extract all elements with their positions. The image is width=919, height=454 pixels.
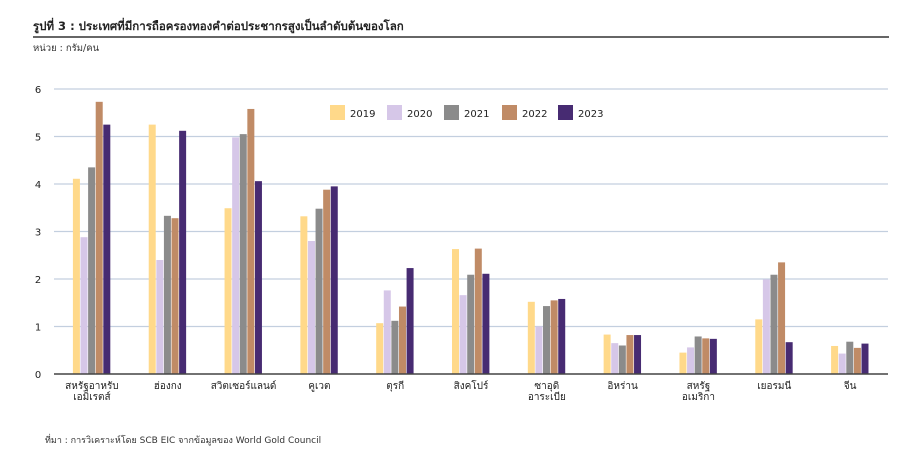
bar-2022 bbox=[702, 338, 710, 374]
bar-2023 bbox=[709, 338, 717, 374]
x-tick-label: อิหร่าน bbox=[607, 381, 638, 392]
legend-label: 2022 bbox=[522, 109, 547, 120]
bar-2021 bbox=[88, 167, 96, 374]
bar-2021 bbox=[694, 336, 702, 374]
bar-2019 bbox=[300, 216, 308, 374]
bar-2019 bbox=[72, 178, 80, 374]
bar-2023 bbox=[179, 130, 187, 374]
bar-2021 bbox=[543, 306, 551, 374]
x-tick-label: สวิตเซอร์แลนด์ bbox=[211, 380, 277, 392]
x-tick-label: อเมริกา bbox=[682, 392, 715, 403]
y-tick-label: 2 bbox=[35, 275, 41, 286]
legend-swatch-2022 bbox=[502, 105, 517, 120]
bar-2019 bbox=[679, 352, 687, 374]
unit-label: หน่วย : กรัม/คน bbox=[33, 43, 100, 54]
legend-swatch-2019 bbox=[330, 105, 345, 120]
legend-swatch-2020 bbox=[387, 105, 402, 120]
bar-2023 bbox=[330, 186, 338, 374]
bar-2019 bbox=[603, 334, 611, 374]
bar-2023 bbox=[785, 342, 793, 374]
bar-2023 bbox=[103, 124, 111, 374]
y-tick-label: 4 bbox=[35, 180, 41, 191]
bar-2021 bbox=[391, 320, 399, 374]
bar-2019 bbox=[376, 323, 384, 374]
bar-2020 bbox=[762, 279, 770, 374]
bar-2020 bbox=[307, 241, 315, 374]
bar-2022 bbox=[398, 306, 406, 374]
y-tick-label: 5 bbox=[35, 133, 41, 144]
y-tick-label: 1 bbox=[35, 323, 41, 334]
bar-2023 bbox=[482, 273, 490, 374]
x-tick-label: ซาอุดิ bbox=[534, 381, 559, 392]
x-tick-label: ฮ่องกง bbox=[154, 381, 182, 392]
bar-2019 bbox=[224, 208, 232, 374]
legend-label: 2019 bbox=[350, 109, 375, 120]
bar-2020 bbox=[838, 353, 846, 374]
legend-swatch-2023 bbox=[558, 105, 573, 120]
bar-2022 bbox=[778, 262, 786, 374]
bar-2020 bbox=[611, 343, 619, 374]
bar-2021 bbox=[239, 134, 247, 374]
x-tick-label: คูเวต bbox=[308, 381, 330, 392]
bar-2022 bbox=[247, 108, 255, 374]
bar-2021 bbox=[846, 341, 854, 374]
x-tick-label: สิงคโปร์ bbox=[454, 379, 489, 392]
legend-label: 2020 bbox=[407, 109, 432, 120]
y-tick-label: 0 bbox=[35, 370, 41, 381]
bar-2021 bbox=[315, 208, 323, 374]
bar-2020 bbox=[383, 290, 391, 374]
bar-2021 bbox=[467, 274, 475, 374]
bar-2023 bbox=[558, 298, 566, 374]
x-tick-label: จีน bbox=[844, 380, 857, 392]
legend-swatch-2021 bbox=[444, 105, 459, 120]
bar-2023 bbox=[861, 343, 869, 374]
bar-2022 bbox=[550, 300, 558, 374]
x-tick-label: สหรัฐ bbox=[687, 381, 711, 392]
y-tick-label: 3 bbox=[35, 228, 41, 239]
bar-2019 bbox=[527, 301, 535, 374]
bar-2022 bbox=[95, 101, 103, 374]
bar-2023 bbox=[254, 181, 262, 374]
bar-2019 bbox=[831, 345, 839, 374]
source-note: ที่มา : การวิเคราะห์โดย SCB EIC จากข้อมู… bbox=[45, 436, 322, 446]
bar-2023 bbox=[406, 268, 414, 374]
x-tick-label: เอมิเรตส์ bbox=[73, 391, 110, 403]
bar-2020 bbox=[80, 237, 88, 374]
figure-title: รูปที่ 3 : ประเทศที่มีการถือครองทองคำต่อ… bbox=[33, 19, 404, 33]
x-tick-label: สหรัฐอาหรับ bbox=[65, 381, 119, 392]
x-tick-label: อาระเบีย bbox=[528, 391, 566, 403]
bar-2022 bbox=[171, 218, 179, 374]
y-tick-label: 6 bbox=[35, 85, 41, 96]
bar-2020 bbox=[459, 295, 467, 374]
bar-2019 bbox=[755, 319, 763, 374]
bar-2019 bbox=[452, 249, 459, 374]
legend-label: 2023 bbox=[578, 109, 603, 120]
bar-2023 bbox=[634, 335, 642, 374]
title-divider bbox=[33, 36, 889, 38]
bar-2021 bbox=[770, 274, 778, 374]
bar-2022 bbox=[323, 189, 331, 374]
bar-2022 bbox=[474, 248, 482, 374]
bar-2022 bbox=[626, 335, 634, 374]
bar-2021 bbox=[618, 345, 626, 374]
bar-2020 bbox=[687, 347, 695, 374]
bar-2020 bbox=[156, 260, 164, 374]
legend-label: 2021 bbox=[464, 109, 489, 120]
bar-2022 bbox=[853, 347, 861, 374]
bar-2019 bbox=[148, 124, 156, 374]
bar-2020 bbox=[535, 326, 543, 374]
x-tick-label: เยอรมนี bbox=[757, 380, 791, 392]
bar-2020 bbox=[232, 137, 240, 374]
bar-2021 bbox=[163, 215, 171, 374]
x-tick-label: ตุรกี bbox=[386, 380, 404, 392]
